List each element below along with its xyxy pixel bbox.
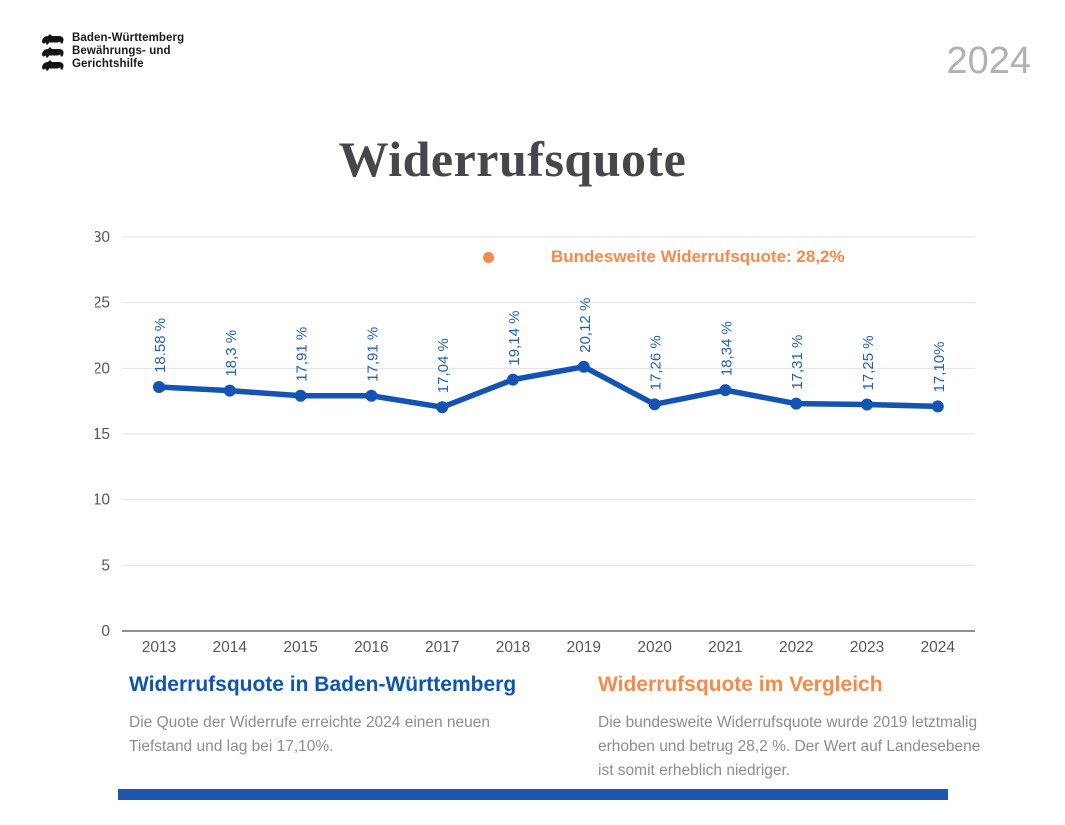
- y-axis-tick-label: 10: [95, 492, 110, 509]
- data-point-label: 17,25 %: [860, 335, 877, 390]
- data-point: [790, 397, 803, 410]
- data-point: [648, 398, 661, 411]
- data-point-label: 17,91 %: [364, 327, 381, 382]
- x-axis-tick-label: 2014: [213, 639, 248, 656]
- data-point: [861, 398, 873, 411]
- data-point: [153, 380, 165, 393]
- section-right-heading: Widerrufsquote im Vergleich: [598, 673, 883, 696]
- x-axis-tick-label: 2023: [850, 639, 884, 656]
- x-axis-tick-label: 2019: [567, 639, 601, 656]
- x-axis-tick-label: 2021: [708, 639, 742, 656]
- data-point-label: 17,91 %: [294, 327, 311, 382]
- bw-lions-icon: [40, 33, 65, 71]
- x-axis-tick-label: 2017: [425, 639, 459, 656]
- data-point: [365, 389, 378, 402]
- x-axis-tick-label: 2018: [496, 639, 530, 656]
- y-axis-tick-label: 30: [95, 229, 110, 246]
- logo: Baden-Württemberg Bewährungs- und Gerich…: [40, 32, 184, 71]
- data-point: [577, 360, 590, 373]
- section-right-body: Die bundesweite Widerrufsquote wurde 201…: [598, 714, 981, 779]
- data-point-label: 18.58 %: [152, 318, 169, 373]
- x-axis-tick-label: 2020: [637, 639, 672, 656]
- section-left-body: Die Quote der Widerrufe erreichte 2024 e…: [129, 714, 491, 755]
- data-point-label: 20,12 %: [577, 298, 594, 353]
- legend-dot-icon: [483, 251, 494, 263]
- x-axis-tick-label: 2016: [354, 639, 388, 656]
- data-point-label: 19,14 %: [506, 311, 523, 366]
- x-axis-tick-label: 2024: [921, 639, 956, 656]
- page-title: Widerrufsquote: [338, 130, 687, 187]
- logo-line-2: Bewährungs- und: [72, 45, 171, 57]
- x-axis-tick-label: 2013: [142, 639, 176, 656]
- line-chart-svg: 0 5 10 15 20 25 30 2013 2014 2015 2016 2017 2018 2019…: [93, 229, 975, 656]
- section-left-heading: Widerrufsquote in Baden-Württemberg: [129, 673, 517, 696]
- y-axis-tick-label: 25: [95, 295, 110, 312]
- data-point: [436, 401, 449, 414]
- data-point: [507, 373, 519, 386]
- data-point: [223, 384, 236, 397]
- x-axis-tick-label: 2022: [779, 639, 813, 656]
- data-point: [719, 384, 732, 397]
- data-point-label: 17,04 %: [435, 338, 452, 393]
- logo-line-1: Baden-Württemberg: [72, 32, 185, 44]
- footer-accent-bar: [118, 789, 948, 800]
- report-year: 2024: [946, 40, 1031, 82]
- data-line: [156, 364, 941, 410]
- section-baden-wuerttemberg: Widerrufsquote in Baden-Württemberg Die …: [129, 672, 529, 759]
- chart: 0 5 10 15 20 25 30 2013 2014 2015 2016 2017 2018 2019…: [93, 225, 995, 657]
- y-axis-tick-label: 20: [95, 360, 110, 377]
- chart-legend: Bundesweite Widerrufsquote: 28,2%: [483, 247, 845, 267]
- data-point: [294, 389, 307, 402]
- data-point-label: 18,34 %: [718, 321, 735, 376]
- data-point-label: 17,26 %: [648, 335, 665, 390]
- data-point-label: 17,10%: [931, 342, 948, 393]
- logo-text: Baden-Württemberg Bewährungs- und Gerich…: [72, 32, 184, 71]
- data-point-label: 18,3 %: [223, 330, 240, 377]
- data-point: [931, 400, 944, 413]
- y-axis-tick-label: 15: [95, 426, 110, 443]
- y-axis-tick-label: 5: [101, 557, 110, 574]
- data-point-label: 17,31 %: [789, 335, 806, 390]
- y-axis-tick-label: 0: [101, 623, 110, 640]
- logo-line-3: Gerichtshilfe: [72, 58, 144, 70]
- x-axis-tick-label: 2015: [283, 639, 317, 656]
- legend-label: Bundesweite Widerrufsquote: 28,2%: [551, 247, 845, 266]
- section-vergleich: Widerrufsquote im Vergleich Die bundeswe…: [598, 672, 986, 783]
